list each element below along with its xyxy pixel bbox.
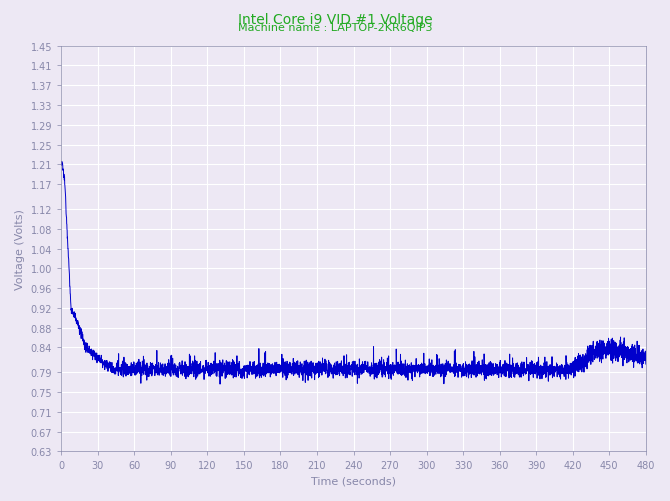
Text: Machine name : LAPTOP-2KR6QIP3: Machine name : LAPTOP-2KR6QIP3 (238, 23, 432, 33)
Y-axis label: Voltage (Volts): Voltage (Volts) (15, 208, 25, 290)
X-axis label: Time (seconds): Time (seconds) (311, 476, 396, 486)
Text: Intel Core i9 VID #1 Voltage: Intel Core i9 VID #1 Voltage (238, 13, 432, 27)
